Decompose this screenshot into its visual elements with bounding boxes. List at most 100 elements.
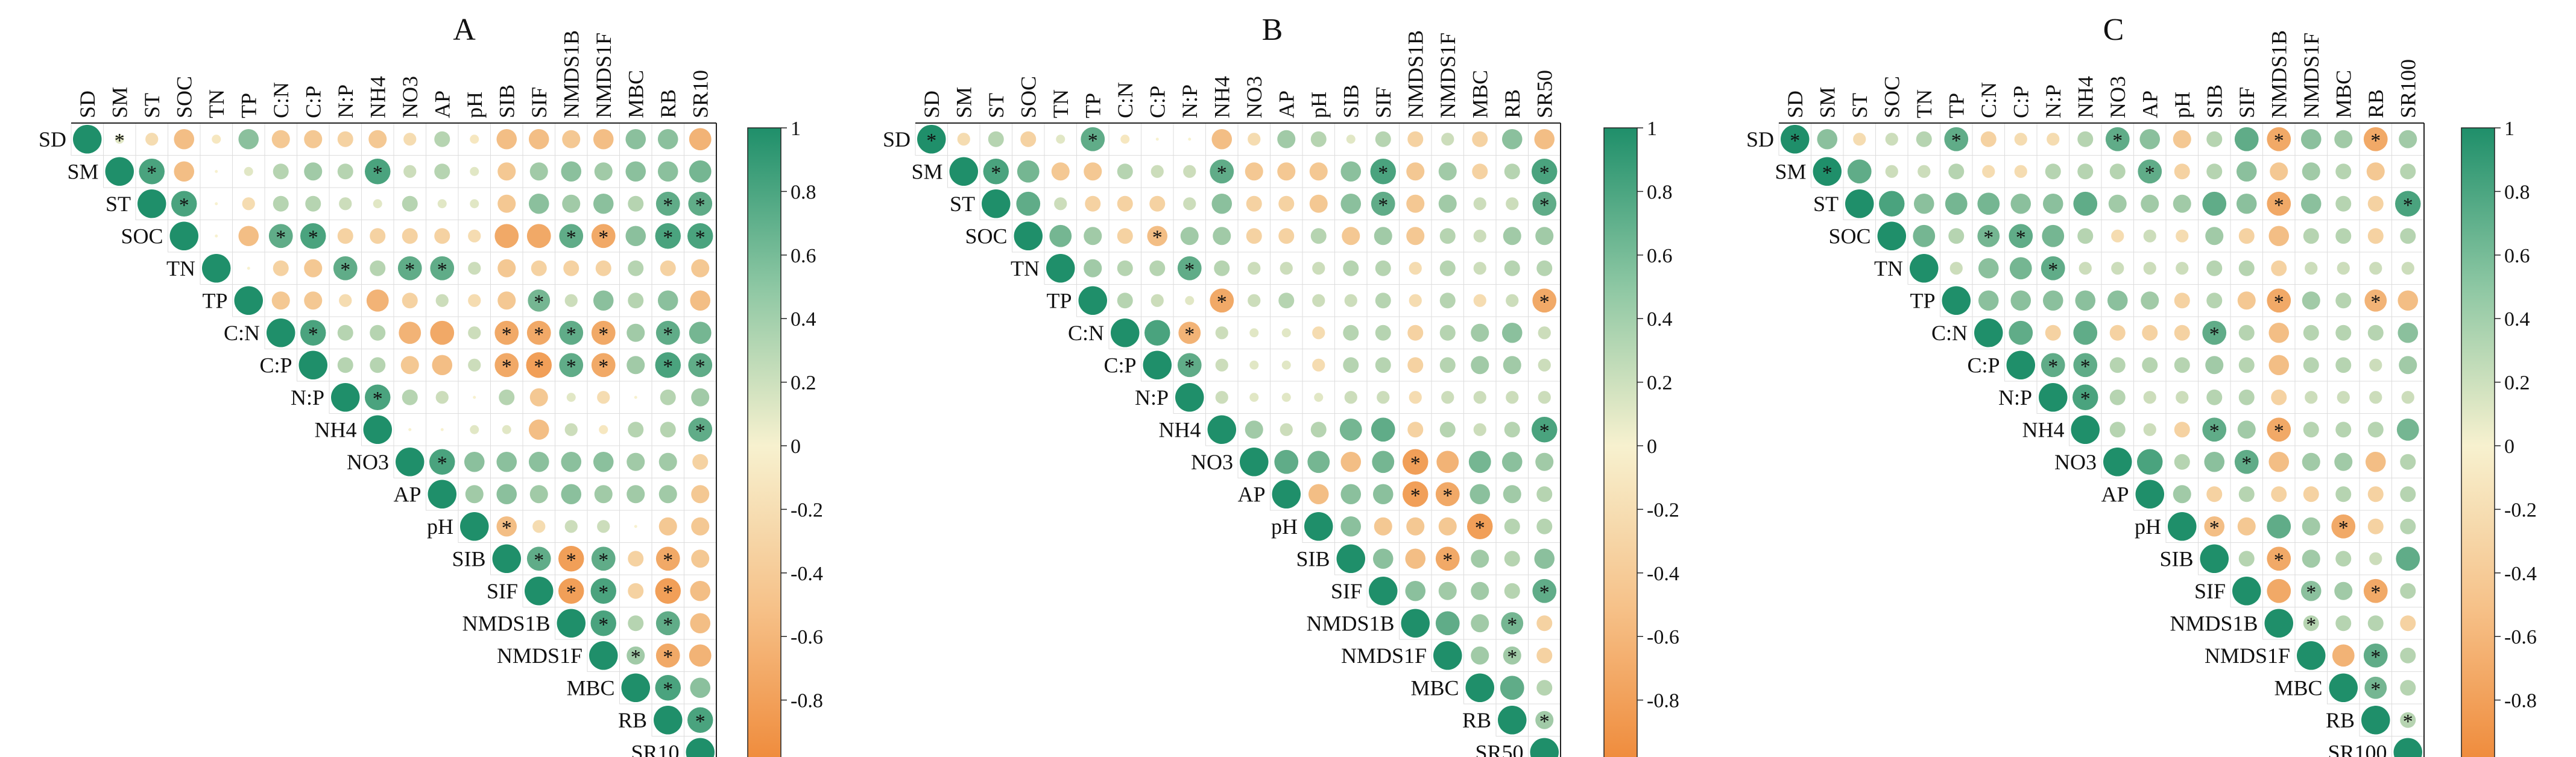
corr-circle-C:P-NMDS1B [2268,355,2290,376]
corr-circle-NMDS1B-RB [655,611,680,636]
colorbar-tick-label: 0 [791,436,801,458]
corr-circle-SM-N:P [337,163,353,180]
significance-star: * [631,646,641,668]
corr-circle-SM-C:P [304,162,323,181]
col-label-tn: TN [204,89,229,118]
corr-circle-C:N-NO3 [1249,328,1259,338]
significance-star: * [2274,549,2284,571]
corr-circle-SD-AP [1277,130,1296,148]
corr-circle-NH4-pH [2174,422,2190,438]
corr-circle-SD-NMDS1B [1407,131,1424,147]
corr-circle-C:N-MBC [627,323,645,342]
col-label-ap: AP [2138,90,2162,118]
corr-circle-SIB-SR10 [691,550,710,568]
corr-circle-NH4-AP [440,428,444,431]
corr-circle-TN-NO3 [397,256,422,280]
corr-circle-C:P-NH4 [370,357,386,373]
corr-circle-N:P-AP [1281,393,1291,402]
corr-circle-SM-AP [1277,162,1296,181]
row-label-ap: AP [1237,482,1265,506]
corr-circle-SOC-MBC [2335,228,2352,244]
corr-circle-ST-TN [215,202,218,206]
corr-circle-C:P-NH4 [1215,358,1228,372]
row-label-np: N:P [291,385,324,410]
significance-star: * [598,613,608,636]
corr-circle-SM-TN [1918,165,1931,178]
corr-circle-C:N-MBC [1471,323,1489,342]
corr-circle-SOC-SR100 [2400,228,2416,244]
significance-star: * [1475,517,1485,539]
corr-circle-SM-TN [215,169,218,173]
col-label-no3: NO3 [1242,76,1266,118]
corr-circle-AP-SIF [2238,486,2255,502]
col-label-sib: SIB [494,84,519,118]
corr-circle-ST-pH [470,199,479,209]
colorbar-tick-label: 0.6 [1647,245,1673,267]
corr-circle-SIF-MBC [2334,581,2353,600]
corr-circle-MBC-MBC [2329,673,2358,702]
corr-circle-MBC-SR50 [1536,680,1553,696]
corr-circle-SD-SD [1781,125,1810,154]
colorbar-tick-label: -0.2 [1647,499,1679,521]
significance-star: * [1184,323,1195,346]
corr-circle-SOC-NH4 [1213,227,1231,245]
corr-circle-C:P-NMDS1F [1439,357,1456,373]
corr-circle-SM-SM [1813,157,1842,186]
row-label-cn: C:N [1931,321,1968,345]
corr-circle-MBC-SR10 [690,677,711,698]
corr-circle-SR50-SR50 [1530,738,1559,757]
corr-circle-N:P-NMDS1F [2305,391,2318,404]
corr-circle-AP-SIB [496,484,517,505]
corr-circle-C:N-N:P [337,325,353,341]
corr-circle-C:N-NH4 [370,325,386,341]
corr-circle-NH4-SIF [2237,420,2256,439]
significance-star: * [566,581,576,604]
corr-circle-ST-MBC [1473,197,1486,211]
corr-circle-SD-ST [1853,133,1866,146]
corr-circle-SD-TP [1081,127,1105,151]
corr-circle-ST-pH [1309,194,1328,213]
corr-circle-SM-MBC [625,161,646,182]
corr-circle-SIB-SIB [1336,544,1365,573]
corr-circle-N:P-pH [1314,393,1324,402]
corr-circle-TN-C:N [273,260,289,276]
corr-circle-NMDS1F-RB [1503,646,1521,665]
corr-circle-NH4-SIB [502,425,511,434]
corr-circle-SOC-NMDS1F [2303,228,2319,244]
corr-circle-SM-TN [1051,162,1070,181]
corr-circle-RB-RB [1498,706,1527,735]
corr-circle-SOC-SIF [526,224,551,249]
row-label-st: ST [1813,192,1839,216]
corr-circle-TP-pH [468,294,481,307]
corr-circle-C:N-C:N [267,318,295,347]
corr-circle-pH-SIF [532,520,546,533]
corr-circle-ST-C:N [1117,195,1133,212]
corr-circle-pH-NMDS1F [597,520,610,533]
col-label-sib: SIB [2202,84,2226,118]
corr-circle-pH-SIB [1340,516,1362,537]
row-label-sib: SIB [1296,546,1330,571]
row-label-sm: SM [1775,159,1806,183]
significance-star: * [2112,130,2123,152]
corr-circle-SOC-NH4 [370,228,386,244]
corr-circle-SM-SM [949,157,978,186]
colorbar-tick-label: 0.4 [2504,308,2530,331]
corr-circle-SM-NMDS1F [2302,162,2320,181]
corr-circle-NO3-pH [1307,451,1330,474]
corr-circle-TP-NMDS1F [2302,291,2320,310]
panel-a: A SD SM ST SOC TN TP C:N C:P N:P NH4 NO3 AP pH SIB SIF… [39,13,823,757]
corr-circle-NMDS1F-SR10 [689,644,712,667]
corr-circle-C:P-AP [2142,357,2158,373]
corr-circle-SOC-SR10 [687,223,713,249]
corr-circle-SOC-C:N [1977,224,2000,247]
panel-a-title: A [453,13,476,47]
col-label-sd: SD [920,90,944,118]
col-label-ap: AP [430,90,454,118]
row-label-st: ST [950,192,975,216]
corr-circle-SM-SR50 [1532,159,1558,185]
corr-circle-AP-SIB [1340,484,1362,505]
corr-circle-TN-pH [2176,262,2189,275]
colorbar-tick-label: 1 [1647,118,1657,140]
corr-circle-C:P-NO3 [1249,360,1259,370]
corr-circle-TP-SIB [2206,293,2223,309]
